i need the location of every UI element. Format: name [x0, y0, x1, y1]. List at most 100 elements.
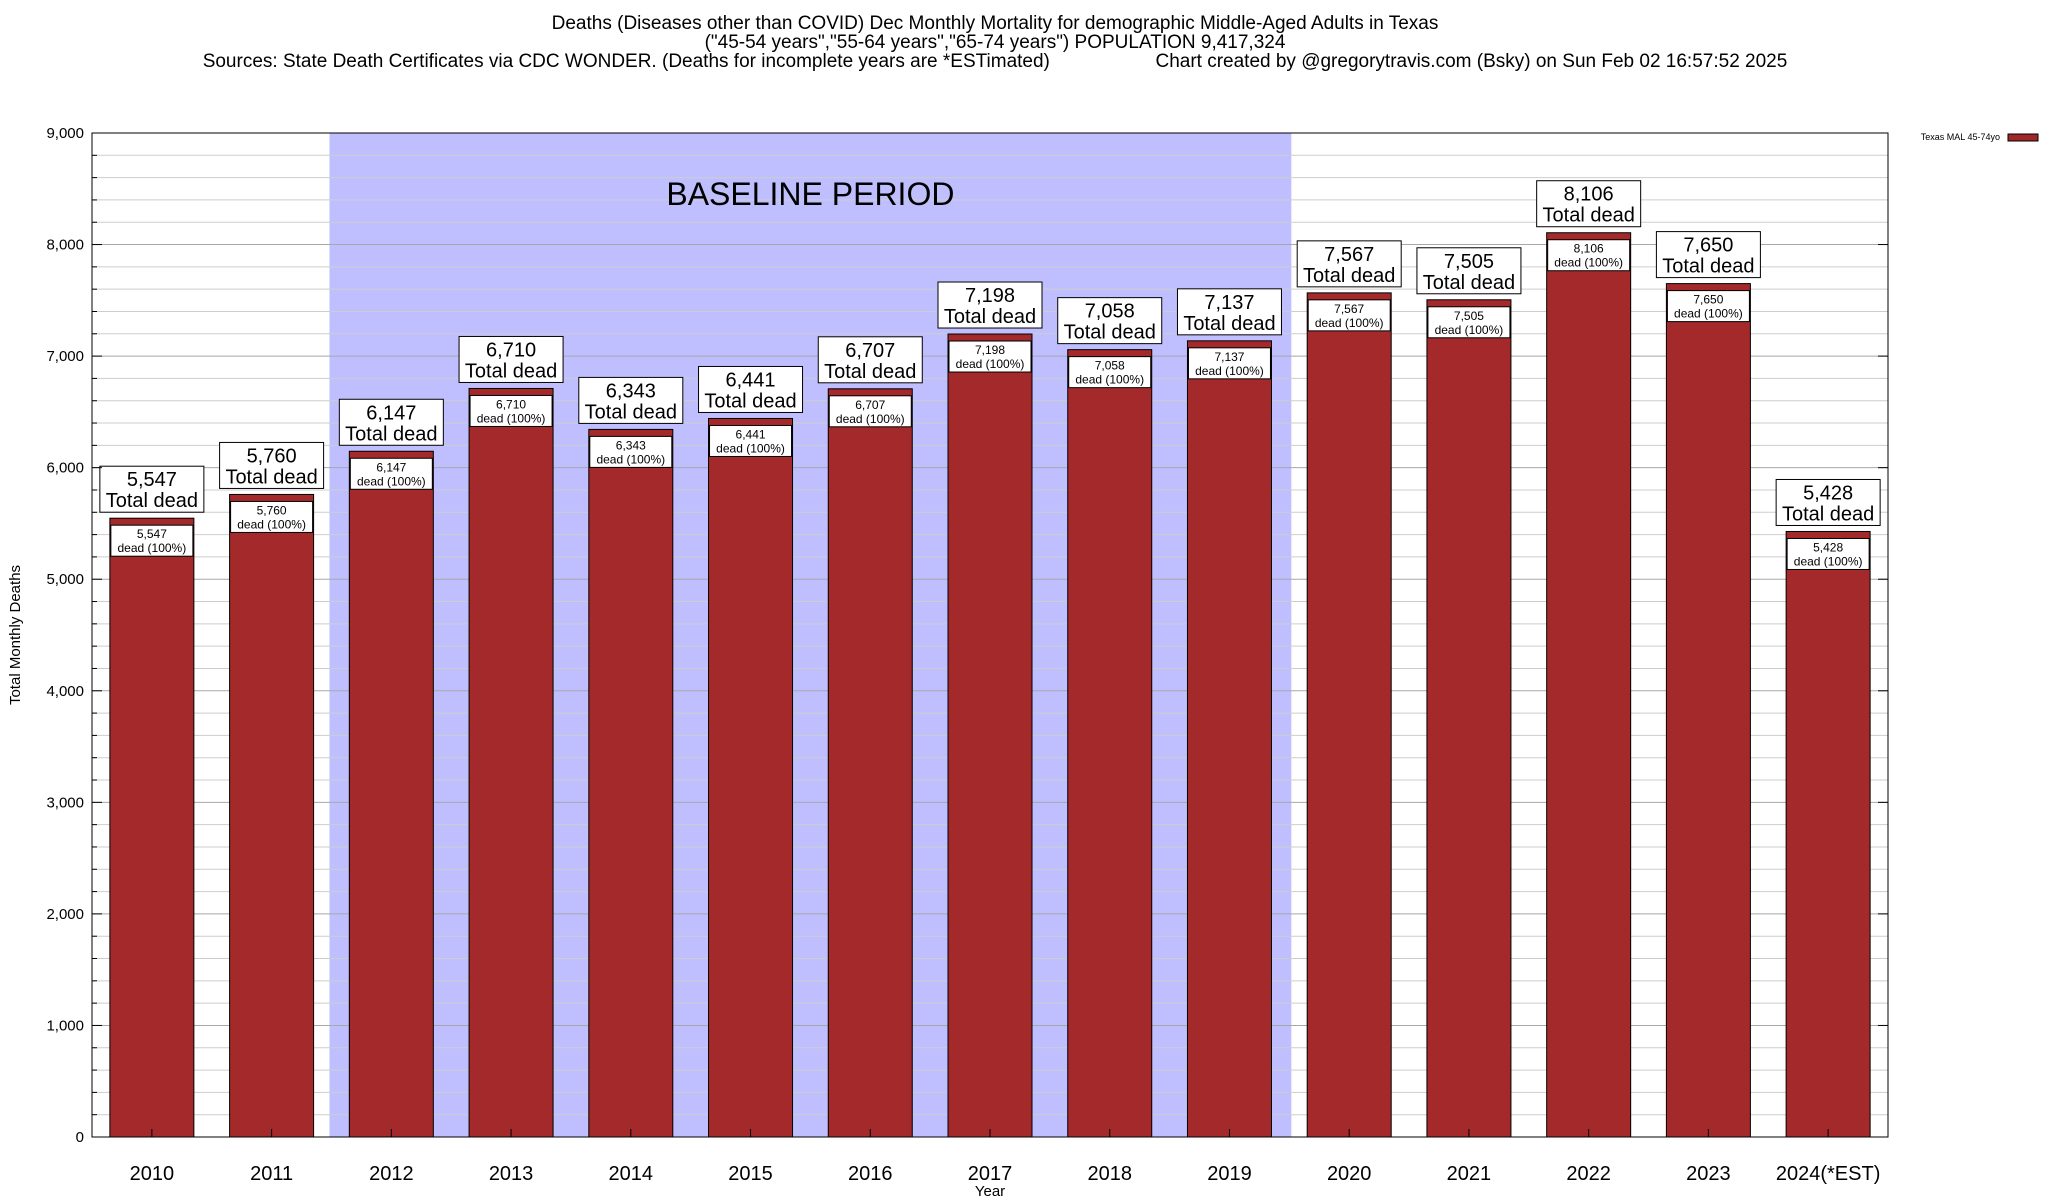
bar-inner-percent-label: dead (100%) — [1195, 364, 1264, 378]
bar-top-label-box — [937, 281, 1043, 329]
bar-inner-label-box — [1307, 299, 1391, 332]
y-tick-label: 5,000 — [46, 571, 84, 588]
bar-inner-value-label: 7,137 — [1214, 350, 1244, 364]
chart-title-block: Deaths (Diseases other than COVID) Dec M… — [0, 14, 1990, 71]
bar-value-label: 7,505 — [1444, 251, 1494, 273]
bar-value-label: 5,428 — [1803, 482, 1853, 504]
bar — [1306, 292, 1392, 1138]
bar-value-label: 7,198 — [965, 285, 1015, 307]
bar-total-dead-label: Total dead — [1662, 256, 1754, 278]
bar-value-label: 6,147 — [366, 402, 416, 424]
chart-title: Deaths (Diseases other than COVID) Dec M… — [551, 13, 1439, 34]
bar-value-label: 5,760 — [247, 445, 297, 467]
bar-top-label-box — [1655, 231, 1761, 279]
bar-value-label: 6,441 — [726, 369, 776, 391]
bar-inner-label-box — [1068, 356, 1152, 389]
bar-top-label-box — [578, 376, 684, 424]
x-tick-label: 2014 — [609, 1163, 654, 1185]
x-tick-label: 2016 — [848, 1163, 893, 1185]
bar-inner-value-label: 5,428 — [1813, 540, 1843, 554]
bar-inner-percent-label: dead (100%) — [596, 452, 665, 466]
y-tick-label: 8,000 — [46, 237, 84, 254]
bar — [827, 388, 913, 1138]
bar-total-dead-label: Total dead — [824, 361, 916, 383]
bar-inner-value-label: 6,343 — [616, 438, 646, 452]
y-tick-label: 1,000 — [46, 1017, 84, 1034]
y-tick-label: 6,000 — [46, 460, 84, 477]
bar-value-label: 7,058 — [1085, 301, 1135, 323]
y-tick-label: 0 — [76, 1129, 84, 1146]
bar-inner-value-label: 6,147 — [376, 460, 406, 474]
y-tick-label: 4,000 — [46, 683, 84, 700]
bar-inner-percent-label: dead (100%) — [237, 517, 306, 531]
bar-top-label-box — [219, 441, 325, 489]
bar-inner-label-box — [349, 457, 433, 490]
bar-top-label-box — [1296, 240, 1402, 288]
bar — [348, 450, 434, 1138]
legend: Texas MAL 45-74yo — [1921, 132, 2039, 142]
y-tick-label: 9,000 — [46, 125, 84, 142]
bar-top-label-box — [338, 398, 444, 446]
baseline-label: BASELINE PERIOD — [666, 176, 954, 212]
bar — [1785, 530, 1871, 1138]
bar — [1665, 283, 1751, 1138]
bar-total-dead-label: Total dead — [585, 401, 677, 423]
bar-total-dead-label: Total dead — [465, 360, 557, 382]
bar-total-dead-label: Total dead — [704, 390, 796, 412]
bar-inner-value-label: 6,710 — [496, 397, 526, 411]
x-tick-label: 2011 — [250, 1163, 293, 1185]
bar-value-label: 6,343 — [606, 380, 656, 402]
bar-value-label: 6,707 — [845, 340, 895, 362]
x-axis: 2010 2011 2012 2013 2014 2015 2016 2017 2018 2019… — [130, 1129, 1881, 1185]
bar-inner-label-box — [1187, 347, 1271, 380]
bar-total-dead-label: Total dead — [944, 306, 1036, 328]
y-tick-label: 7,000 — [46, 348, 84, 365]
bar-inner-label-box — [1427, 306, 1511, 339]
bar-inner-percent-label: dead (100%) — [1075, 373, 1144, 387]
bar-value-label: 5,547 — [127, 469, 177, 491]
bar-top-label-box — [1536, 180, 1642, 228]
bar-inner-percent-label: dead (100%) — [357, 474, 426, 488]
bar-value-label: 7,137 — [1204, 292, 1254, 314]
bar-inner-label-box — [709, 424, 793, 457]
chart-sources-line: Sources: State Death Certificates via CD… — [0, 52, 1990, 71]
bar-inner-value-label: 5,760 — [257, 503, 287, 517]
bar-top-label-box — [698, 365, 804, 413]
bar-inner-percent-label: dead (100%) — [477, 411, 546, 425]
bar-value-label: 6,710 — [486, 339, 536, 361]
chart-credit: Chart created by @gregorytravis.com (Bsk… — [1155, 51, 1788, 72]
bar-inner-value-label: 7,198 — [975, 343, 1005, 357]
bar-inner-value-label: 7,058 — [1095, 359, 1125, 373]
y-tick-label: 3,000 — [46, 794, 84, 811]
x-tick-label: 2012 — [369, 1163, 414, 1185]
bar-value-label: 7,650 — [1683, 235, 1733, 257]
x-tick-label: 2019 — [1207, 1163, 1252, 1185]
bar-top-label-box — [1775, 478, 1881, 526]
bar-inner-percent-label: dead (100%) — [716, 441, 785, 455]
bar-inner-percent-label: dead (100%) — [836, 412, 905, 426]
bar-inner-percent-label: dead (100%) — [956, 357, 1025, 371]
bar-inner-value-label: 7,650 — [1693, 293, 1723, 307]
bar-inner-value-label: 7,567 — [1334, 302, 1364, 316]
bar-top-label-box — [1057, 297, 1163, 345]
bar-inner-percent-label: dead (100%) — [1554, 256, 1623, 270]
bar-total-dead-label: Total dead — [225, 466, 317, 488]
bar-value-label: 7,567 — [1324, 244, 1374, 266]
bar-inner-label-box — [469, 394, 553, 427]
y-axis-label: Total Monthly Deaths — [7, 565, 24, 705]
bar-top-label-box — [1416, 247, 1522, 295]
bar-inner-label-box — [1666, 290, 1750, 323]
bar-inner-label-box — [1786, 537, 1870, 570]
bar-top-label-box — [458, 335, 564, 383]
x-tick-label: 2020 — [1327, 1163, 1372, 1185]
x-tick-label: 2024(*EST) — [1776, 1163, 1881, 1185]
x-tick-label: 2015 — [728, 1163, 773, 1185]
x-tick-label: 2021 — [1447, 1163, 1492, 1185]
bar-inner-percent-label: dead (100%) — [118, 541, 187, 555]
bar-total-dead-label: Total dead — [1183, 313, 1275, 335]
bar-inner-label-box — [828, 395, 912, 428]
chart-subtitle: ("45-54 years","55-64 years","65-74 year… — [704, 32, 1286, 53]
bar-total-dead-label: Total dead — [1303, 265, 1395, 287]
x-tick-label: 2023 — [1686, 1163, 1731, 1185]
